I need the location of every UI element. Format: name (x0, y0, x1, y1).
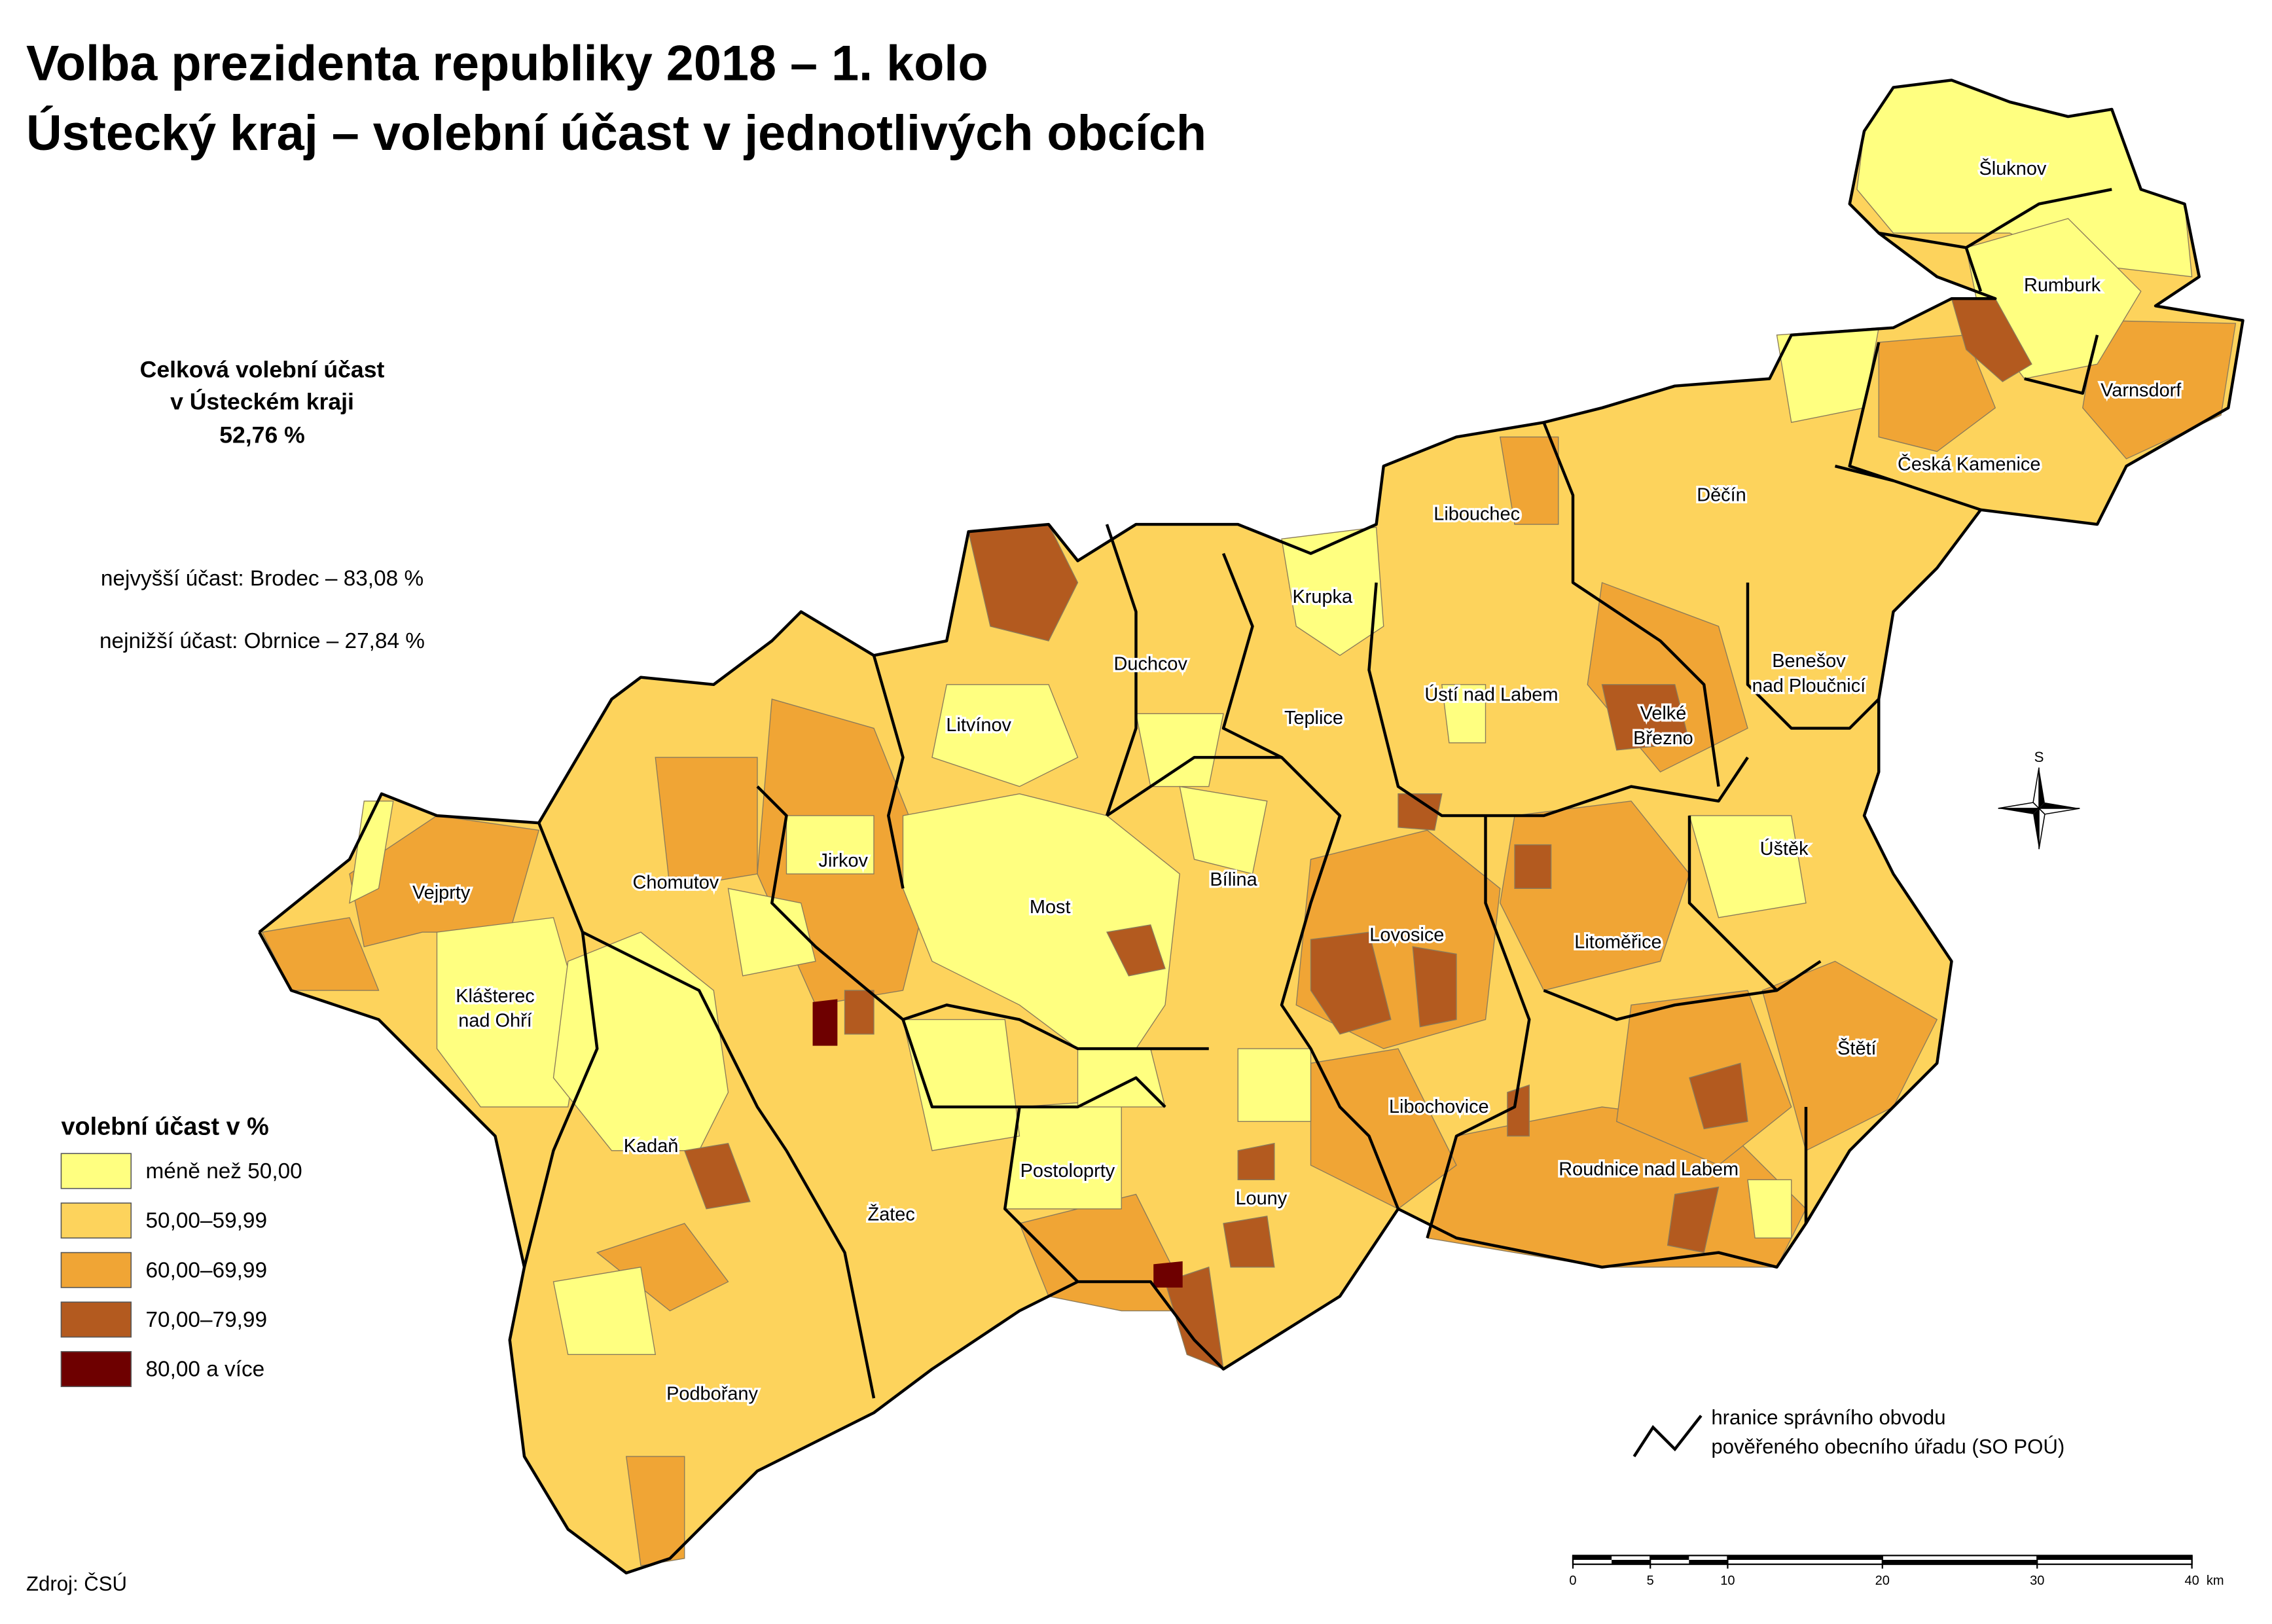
legend-swatch (60, 1351, 132, 1388)
source: Zdroj: ČSÚ (26, 1572, 127, 1595)
scale-segment (1689, 1560, 1728, 1564)
town-label: Varnsdorf (2101, 380, 2182, 401)
town-label: Bílina (1210, 869, 1257, 890)
town-label: Česká Kamenice (1898, 453, 2041, 475)
town-label: nad Ploučnicí (1752, 676, 1866, 696)
town-label: Krupka (1293, 586, 1354, 607)
scale-tick-label: 20 (1875, 1574, 1890, 1588)
town-label: Benešov (1772, 651, 1846, 672)
summary-line: 52,76 % (219, 422, 305, 448)
legend-swatch (60, 1202, 132, 1239)
scale-tick-label: 10 (1720, 1574, 1735, 1588)
legend-swatch (60, 1153, 132, 1189)
town-label: Velké (1640, 703, 1687, 724)
scale-tick-label: 30 (2030, 1574, 2044, 1588)
town-label: Most (1030, 897, 1071, 918)
boundary-legend-text: hranice správního obvodu (1711, 1406, 1945, 1429)
town-label: Jirkov (819, 850, 869, 871)
town-label: Teplice (1284, 708, 1343, 729)
town-label: Postoloprty (1020, 1161, 1115, 1182)
legend-title: volební účast v % (61, 1113, 268, 1140)
town-label: Podbořany (666, 1383, 758, 1404)
town-labels: Šluknov Rumburk Varnsdorf Česká Kamenice… (410, 155, 2184, 1407)
town-label: Březno (1633, 728, 1693, 749)
legend-swatch (60, 1252, 132, 1288)
town-label: Štětí (1837, 1037, 1876, 1059)
scale-tick-label: 5 (1647, 1574, 1654, 1588)
scale-segment (1882, 1560, 2038, 1564)
scale-segment (1727, 1555, 1883, 1561)
town-label: Rumburk (2024, 275, 2101, 296)
region-map (258, 79, 2245, 1575)
compass-label: S (2034, 749, 2044, 765)
town-label: Chomutov (633, 872, 719, 893)
scale-tick-label: 40 (2184, 1574, 2199, 1588)
scale-segment (2037, 1555, 2192, 1561)
legend-label: méně než 50,00 (145, 1159, 302, 1183)
legend-label: 80,00 a více (145, 1358, 264, 1382)
legend-label: 60,00–69,99 (145, 1258, 267, 1282)
town-label: Úštěk (1760, 838, 1809, 859)
town-label: Lovosice (1369, 924, 1444, 945)
town-label: Děčín (1697, 484, 1746, 505)
scale-tick-label: 0 (1569, 1574, 1576, 1588)
scale-unit: km (2207, 1574, 2224, 1588)
summary-line: v Ústeckém kraji (170, 388, 354, 414)
town-label: Libochovice (1389, 1096, 1489, 1117)
legend: méně než 50,00 50,00–59,99 60,00–69,99 70,0… (60, 1153, 302, 1388)
boundary-legend-text: pověřeného obecního úřadu (SO POÚ) (1711, 1435, 2065, 1458)
town-label: Libouchec (1434, 503, 1520, 524)
highest-note: nejvyšší účast: Brodec – 83,08 % (101, 567, 424, 591)
town-label: Šluknov (1979, 157, 2047, 179)
town-label: Kadaň (624, 1136, 679, 1157)
town-label: Klášterec (456, 986, 535, 1007)
town-label: nad Ohří (458, 1011, 532, 1032)
town-label: Ústí nad Labem (1424, 683, 1558, 705)
patch-80 (812, 999, 1183, 1288)
scale-bar: 0 5 10 20 30 40 km (1569, 1555, 2224, 1588)
summary-line: Celková volební účast (140, 356, 385, 382)
town-label: Louny (1235, 1188, 1287, 1209)
compass: S (1998, 749, 2080, 850)
scale-segment (1612, 1560, 1651, 1564)
boundary-legend-symbol (1632, 1415, 1703, 1458)
town-label: Duchcov (1114, 654, 1188, 675)
admin-boundaries (258, 79, 2245, 1575)
town-label: Vejprty (412, 882, 471, 903)
town-label: Roudnice nad Labem (1559, 1159, 1739, 1180)
title-line: Volba prezidenta republiky 2018 – 1. kol… (26, 36, 988, 91)
lowest-note: nejnižší účast: Obrnice – 27,84 % (99, 629, 425, 653)
legend-label: 70,00–79,99 (145, 1308, 267, 1332)
town-label: Litoměřice (1574, 932, 1661, 953)
scale-segment (1650, 1555, 1689, 1561)
town-label: Žatec (868, 1204, 915, 1225)
legend-label: 50,00–59,99 (145, 1209, 267, 1233)
scale-segment (1573, 1555, 1612, 1561)
town-label: Litvínov (946, 715, 1011, 736)
legend-swatch (60, 1301, 132, 1338)
patch-below-50 (349, 79, 2193, 1355)
title-line: Ústecký kraj – volební účast v jednotliv… (26, 105, 1206, 161)
patch-70 (683, 298, 2032, 1370)
